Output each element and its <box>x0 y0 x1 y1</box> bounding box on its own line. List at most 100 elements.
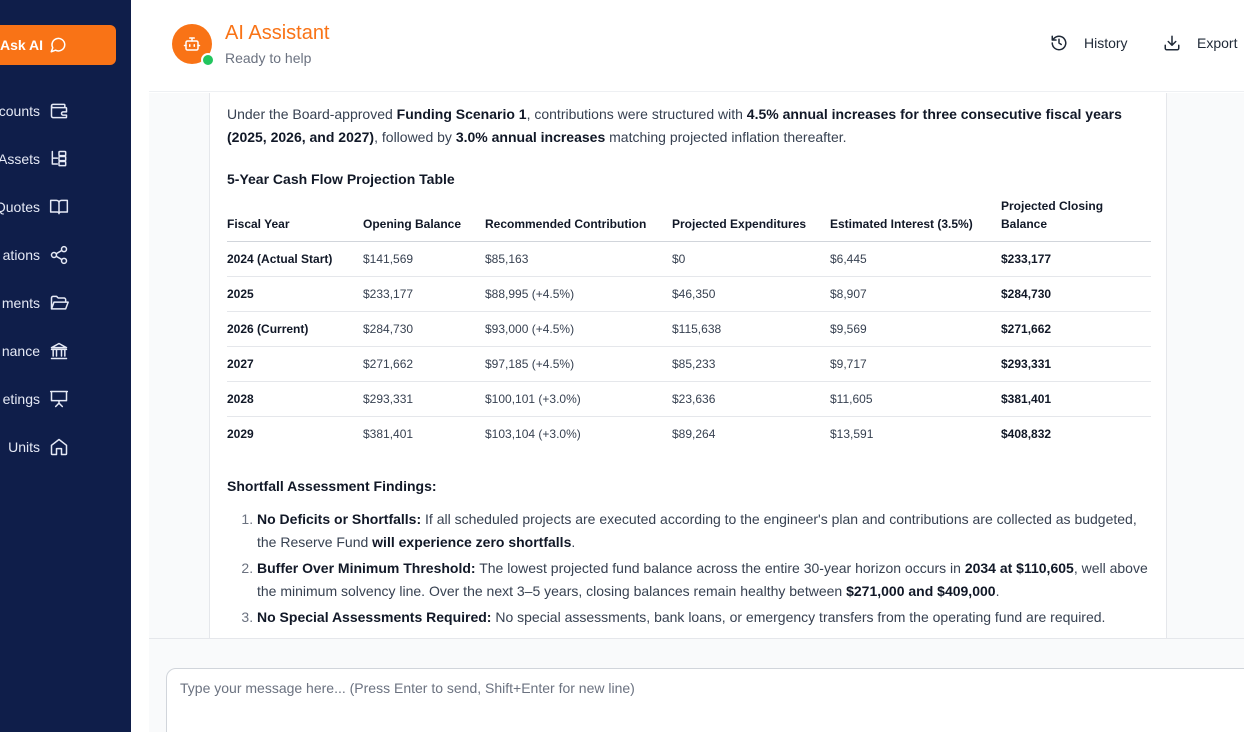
column-header: Projected Expenditures <box>672 197 830 242</box>
table-cell: $284,730 <box>1001 276 1151 312</box>
message-input-box[interactable] <box>166 668 1244 732</box>
message-content: Under the Board-approved Funding Scenari… <box>227 103 1151 632</box>
download-icon <box>1164 35 1180 51</box>
sidebar-item-accounts[interactable]: counts <box>0 97 131 125</box>
table-cell: $381,401 <box>1001 381 1151 417</box>
book-icon <box>49 199 69 215</box>
table-cell: $23,636 <box>672 381 830 417</box>
sidebar-item-label: Assets <box>0 151 40 167</box>
folder-icon <box>50 295 69 310</box>
sidebar-item-documents[interactable]: ments <box>0 289 131 317</box>
sidebar-item-finance[interactable]: nance <box>0 337 131 365</box>
table-cell: $13,591 <box>830 427 874 441</box>
message-input[interactable] <box>180 680 1240 720</box>
message-composer <box>149 638 1244 732</box>
table-cell: 2027 <box>227 346 363 382</box>
sidebar-item-label: Units <box>8 439 40 455</box>
table-row: 2029 $381,401 $103,104 (+3.0%) $89,264 $… <box>227 417 1151 452</box>
table-cell: $46,350 <box>672 276 830 312</box>
column-header: Recommended Contribution <box>485 197 672 242</box>
chat-bubble-icon <box>50 37 66 53</box>
table-title: 5-Year Cash Flow Projection Table <box>227 171 455 187</box>
table-cell: $97,185 (+4.5%) <box>485 346 672 382</box>
table-cell: $8,907 <box>830 276 1001 312</box>
table-cell: $100,101 (+3.0%) <box>485 381 672 417</box>
wallet-icon <box>50 103 68 119</box>
table-row: 2025 $233,177 $88,995 (+4.5%) $46,350 $8… <box>227 276 1151 312</box>
ask-ai-button[interactable]: Ask AI <box>0 25 116 65</box>
findings-title: Shortfall Assessment Findings: <box>227 478 437 494</box>
table-cell: $408,832 <box>1001 427 1052 441</box>
sidebar-item-label: ations <box>2 247 40 263</box>
history-button[interactable]: History <box>1050 34 1128 52</box>
sidebar-item-relations[interactable]: ations <box>0 241 131 269</box>
sidebar-item-label: etings <box>2 391 40 407</box>
table-cell: $11,605 <box>830 381 1001 417</box>
sidebar-item-units[interactable]: Units <box>0 433 131 461</box>
table-cell: 2029 <box>227 427 254 441</box>
column-header: Opening Balance <box>363 197 485 242</box>
table-cell: $233,177 <box>1001 241 1151 277</box>
table-cell: $293,331 <box>363 381 485 417</box>
table-cell: $0 <box>672 241 830 277</box>
assistant-status: Ready to help <box>225 50 312 66</box>
sidebar-item-quotes[interactable]: Quotes <box>0 193 131 221</box>
table-cell: $9,717 <box>830 346 1001 382</box>
table-cell: 2024 (Actual Start) <box>227 241 363 277</box>
home-icon <box>50 438 68 456</box>
cash-flow-table: Fiscal Year Opening Balance Recommended … <box>227 197 1151 451</box>
history-label: History <box>1084 35 1128 51</box>
column-header: Fiscal Year <box>227 197 363 242</box>
history-icon <box>1051 35 1067 51</box>
table-cell: 2026 (Current) <box>227 311 363 347</box>
chat-header: AI Assistant Ready to help History Expor… <box>149 0 1244 92</box>
list-item: Buffer Over Minimum Threshold: The lowes… <box>257 557 1151 603</box>
presentation-icon <box>49 390 69 408</box>
sidebar: Ask AI counts Assets Quotes ations ments… <box>0 0 131 732</box>
list-item: No Special Assessments Required: No spec… <box>257 606 1151 629</box>
table-header-row: Fiscal Year Opening Balance Recommended … <box>227 197 1151 242</box>
hierarchy-icon <box>51 150 67 167</box>
sidebar-item-meetings[interactable]: etings <box>0 385 131 413</box>
chat-messages[interactable]: Under the Board-approved Funding Scenari… <box>149 93 1244 638</box>
export-button[interactable]: Export <box>1163 34 1237 52</box>
table-row: 2027 $271,662 $97,185 (+4.5%) $85,233 $9… <box>227 346 1151 382</box>
column-header: Projected Closing Balance <box>1001 197 1151 242</box>
table-cell: $103,104 (+3.0%) <box>485 427 581 441</box>
sidebar-item-label: counts <box>0 103 40 119</box>
table-cell: $85,233 <box>672 346 830 382</box>
table-cell: $293,331 <box>1001 346 1151 382</box>
table-cell: $85,163 <box>485 241 672 277</box>
export-label: Export <box>1197 35 1238 51</box>
table-row: 2026 (Current) $284,730 $93,000 (+4.5%) … <box>227 311 1151 347</box>
page-title: AI Assistant <box>225 22 330 44</box>
table-cell: $381,401 <box>363 427 414 441</box>
assistant-message: Under the Board-approved Funding Scenari… <box>209 93 1167 638</box>
table-row: 2024 (Actual Start) $141,569 $85,163 $0 … <box>227 241 1151 277</box>
sidebar-item-label: Quotes <box>0 199 40 215</box>
table-cell: 2028 <box>227 381 363 417</box>
share-icon <box>50 245 68 265</box>
online-status-dot <box>201 53 215 67</box>
table-cell: $115,638 <box>672 311 830 347</box>
table-cell: $93,000 (+4.5%) <box>485 311 672 347</box>
table-cell: 2025 <box>227 276 363 312</box>
sidebar-item-label: ments <box>1 295 40 311</box>
intro-paragraph: Under the Board-approved Funding Scenari… <box>227 106 1122 145</box>
table-cell: $9,569 <box>830 311 1001 347</box>
table-cell: $89,264 <box>672 427 716 441</box>
list-item: No Deficits or Shortfalls: If all schedu… <box>257 508 1151 554</box>
table-cell: $284,730 <box>363 311 485 347</box>
sidebar-item-assets[interactable]: Assets <box>0 145 131 173</box>
robot-icon <box>183 37 201 51</box>
table-cell: $233,177 <box>363 276 485 312</box>
sidebar-item-label: nance <box>1 343 40 359</box>
bank-icon <box>50 342 68 360</box>
table-row: 2028 $293,331 $100,101 (+3.0%) $23,636 $… <box>227 381 1151 417</box>
column-header: Estimated Interest (3.5%) <box>830 197 1001 242</box>
ask-ai-label: Ask AI <box>0 37 44 53</box>
table-cell: $271,662 <box>363 346 485 382</box>
table-cell: $88,995 (+4.5%) <box>485 276 672 312</box>
table-cell: $141,569 <box>363 241 485 277</box>
table-cell: $6,445 <box>830 241 1001 277</box>
